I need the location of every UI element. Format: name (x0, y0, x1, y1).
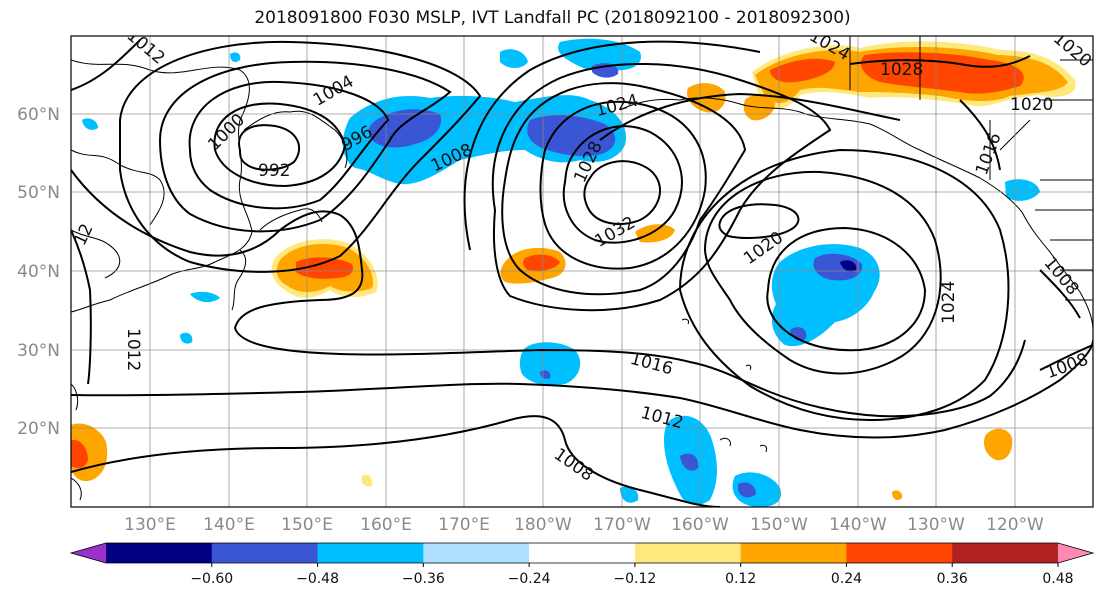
mslp-contours (71, 39, 1093, 507)
contour-label: 1024 (939, 281, 959, 324)
lon-label: 130°W (907, 515, 965, 535)
colorbar: −0.60 −0.48 −0.36 −0.24 −0.12 0.12 0.24 0.36 0.4… (69, 542, 1095, 587)
lat-label: 40°N (17, 262, 60, 282)
lon-label: 140°E (203, 515, 255, 535)
contour-label: 1012 (123, 328, 143, 371)
lon-label: 160°E (360, 515, 412, 535)
lat-label: 30°N (17, 341, 60, 361)
lon-label: 150°W (750, 515, 808, 535)
colorbar-swatch (740, 543, 847, 563)
contour-label: 992 (258, 161, 290, 181)
contour-label: 1020 (1010, 95, 1053, 115)
colorbar-swatch (423, 543, 530, 563)
lon-label: 170°W (593, 515, 651, 535)
map-title: 2018091800 F030 MSLP, IVT Landfall PC (2… (254, 8, 851, 28)
colorbar-swatch (529, 543, 636, 563)
map-frame (70, 35, 1094, 508)
colorbar-tick-label: 0.36 (937, 571, 968, 587)
colorbar-tick-label: −0.36 (402, 571, 445, 587)
lon-label: 120°W (986, 515, 1044, 535)
colorbar-outline (69, 542, 1095, 564)
lat-label: 20°N (17, 419, 60, 439)
colorbar-tick-label: 0.12 (725, 571, 756, 587)
colorbar-swatch (952, 543, 1059, 563)
colorbar-tick-label: −0.12 (613, 571, 656, 587)
colorbar-swatch (634, 543, 742, 563)
colorbar-tick-label: 0.24 (831, 571, 862, 587)
latitude-labels: 60°N 50°N 40°N 30°N 20°N (17, 105, 60, 439)
longitude-labels: 130°E 140°E 150°E 160°E 170°E 180°W 170°… (124, 515, 1044, 535)
colorbar-extension-high (1058, 543, 1093, 563)
colorbar-tick-label: −0.60 (190, 571, 233, 587)
lat-label: 60°N (17, 105, 60, 125)
lon-label: 160°W (671, 515, 729, 535)
coastlines (71, 36, 1093, 501)
lat-label: 50°N (17, 183, 60, 203)
lon-label: 180°W (514, 515, 572, 535)
colorbar-swatch (106, 543, 213, 563)
colorbar-extension-low (71, 543, 106, 563)
colorbar-tick-label: 0.48 (1042, 571, 1073, 587)
colorbar-swatch (846, 543, 953, 563)
lon-label: 150°E (281, 515, 333, 535)
colorbar-tick-label: −0.48 (296, 571, 339, 587)
colorbar-swatch (211, 543, 319, 563)
lon-label: 130°E (124, 515, 176, 535)
colorbar-tick-label: −0.24 (508, 571, 551, 587)
lon-label: 170°E (438, 515, 490, 535)
contour-label: 1028 (880, 60, 923, 80)
lon-label: 140°W (829, 515, 887, 535)
contour-label: 1024 (1095, 335, 1105, 355)
colorbar-swatch (317, 543, 424, 563)
graticule (71, 36, 1093, 507)
